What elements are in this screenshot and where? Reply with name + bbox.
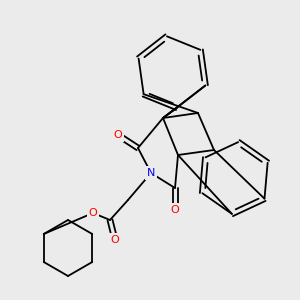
Text: O: O bbox=[111, 235, 119, 245]
Text: N: N bbox=[147, 168, 155, 178]
Text: O: O bbox=[171, 205, 179, 215]
Text: O: O bbox=[88, 208, 98, 218]
Text: O: O bbox=[114, 130, 122, 140]
